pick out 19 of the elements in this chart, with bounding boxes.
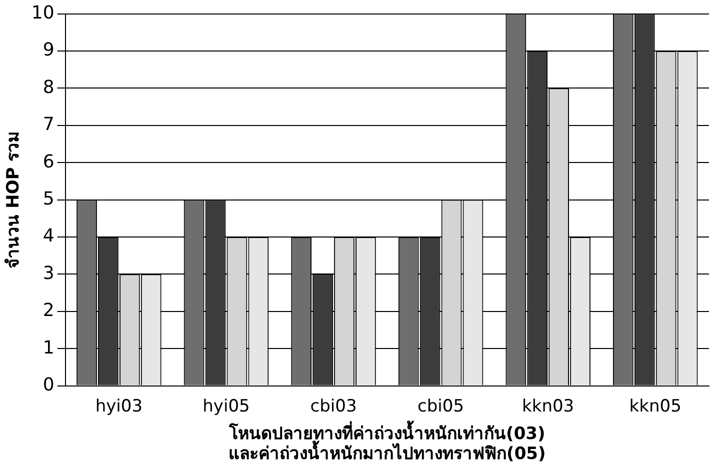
y-axis-title: จำนวน HOP รวม	[4, 131, 24, 268]
y-tick-label: 7	[42, 114, 54, 136]
y-tick-label: 9	[42, 40, 54, 61]
x-tick-label: cbi03	[310, 396, 357, 416]
y-tick-label: 10	[31, 2, 54, 24]
x-tick-label: hyi03	[95, 396, 143, 416]
x-tick-label: kkn05	[629, 396, 682, 416]
y-tick-label: 1	[42, 337, 54, 358]
y-tick-label: 0	[42, 374, 54, 396]
y-tick-label: 4	[42, 226, 54, 247]
y-tick-label: 2	[42, 300, 54, 322]
y-tick-label: 8	[42, 76, 54, 98]
x-tick-label: hyi05	[202, 396, 250, 416]
y-tick-label: 5	[42, 188, 54, 210]
x-axis-title: โหนดปลายทางที่ค่าถ่วงน้ำหนักเท่ากัน(03) และค่าถ่วงน้ำหนักมากไปทางทราฟฟิก(05)	[228, 420, 546, 464]
x-tick-label: cbi05	[418, 396, 464, 416]
x-tick-label: kkn03	[522, 396, 574, 416]
y-tick-label: 3	[42, 262, 54, 284]
y-tick-label: 6	[42, 151, 54, 172]
